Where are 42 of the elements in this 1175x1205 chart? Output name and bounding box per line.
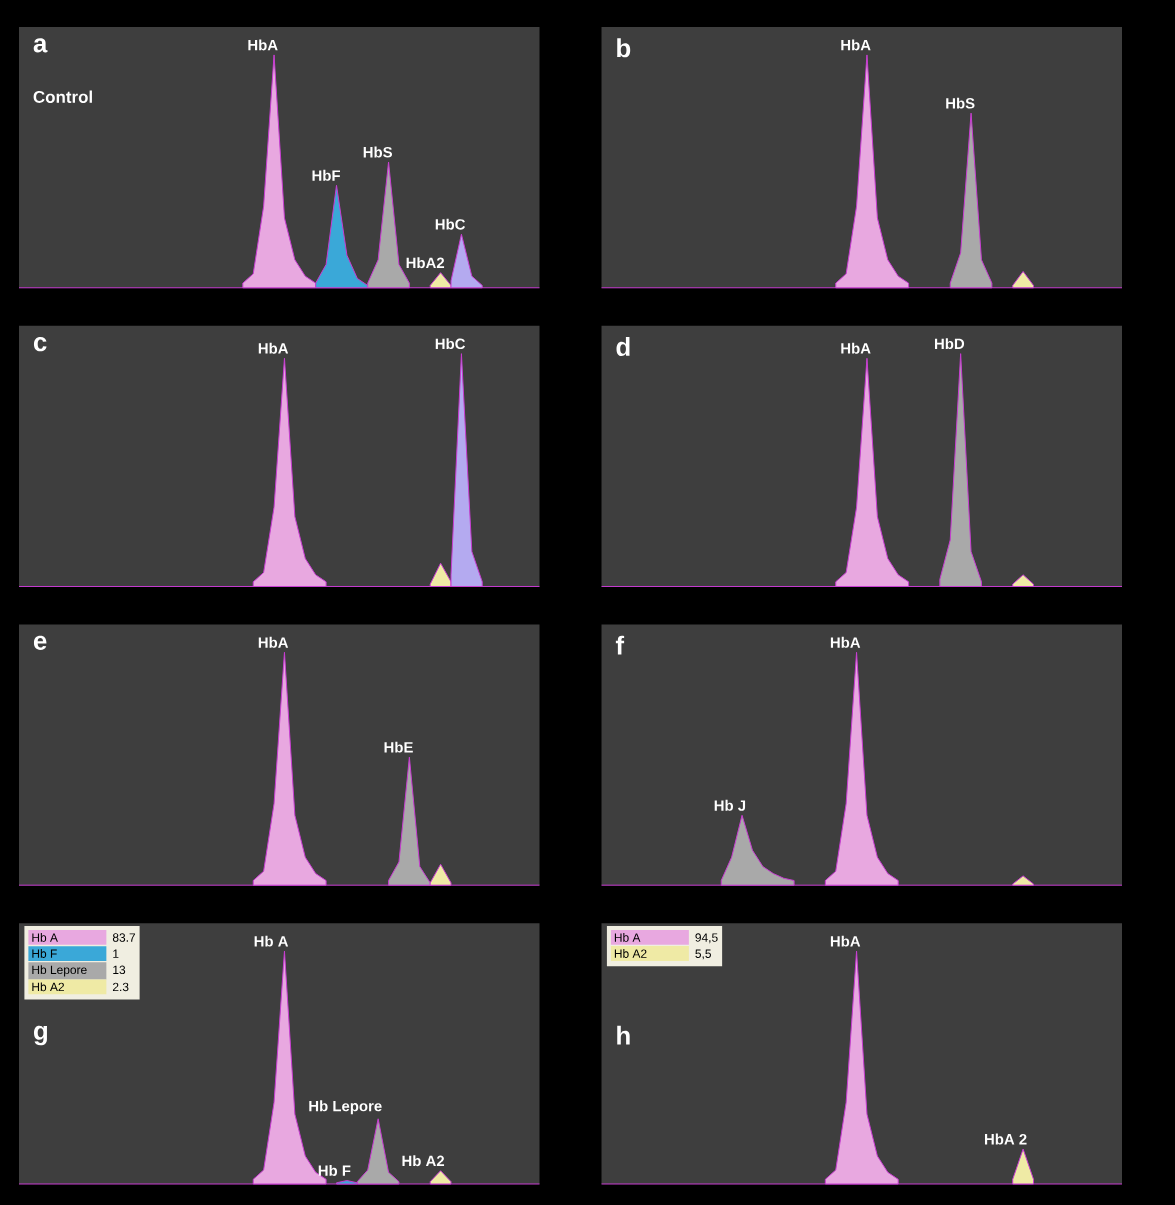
series-label: HbS bbox=[946, 97, 975, 109]
series-label: HbD bbox=[934, 338, 965, 350]
text: h bbox=[617, 1025, 630, 1045]
series-label: HbS bbox=[363, 146, 393, 158]
series-label: HbC bbox=[435, 218, 466, 230]
chart-title: b bbox=[617, 38, 631, 58]
chart-title: f bbox=[615, 635, 625, 655]
text: Hb A bbox=[614, 932, 641, 942]
chart-title: d bbox=[616, 337, 630, 357]
annotation: 2.3 bbox=[112, 982, 129, 992]
series-label: HbA bbox=[830, 636, 861, 648]
series-label: HbF bbox=[312, 169, 341, 181]
chart-title: c bbox=[33, 337, 47, 352]
annotation: 1 bbox=[113, 949, 119, 958]
text: HbA bbox=[830, 935, 861, 947]
text: 94,5 bbox=[695, 933, 718, 944]
annotation: Hb Lepore bbox=[309, 1100, 382, 1115]
annotation: Hb A2 bbox=[402, 1155, 445, 1167]
series-label: HbA2 bbox=[406, 257, 445, 269]
text: Control bbox=[33, 90, 92, 103]
annotation: 5,5 bbox=[695, 949, 711, 960]
series-label: HbC bbox=[435, 338, 466, 350]
text: Hb A bbox=[254, 935, 289, 947]
series-label: HbA bbox=[258, 342, 289, 354]
text: 83.7 bbox=[112, 933, 136, 942]
annotation: HbA 2 bbox=[984, 1133, 1027, 1145]
text: Hb A2 bbox=[614, 949, 647, 958]
series-label: HbA bbox=[841, 342, 871, 354]
series-label: HbA bbox=[258, 636, 289, 648]
series-label: HbA bbox=[841, 39, 871, 51]
annotation: Hb F bbox=[318, 1165, 351, 1176]
series-label: HbE bbox=[384, 741, 413, 753]
chart-title: e bbox=[33, 635, 47, 650]
text: g bbox=[33, 1025, 48, 1046]
text: Hb A bbox=[32, 932, 58, 942]
annotation: 13 bbox=[113, 965, 126, 975]
text: Hb F bbox=[32, 949, 57, 958]
text: Hb A2 bbox=[32, 982, 64, 992]
chart-title: a bbox=[33, 38, 48, 53]
series-label: Hb J bbox=[714, 799, 746, 811]
series-label: HbA bbox=[248, 39, 278, 51]
text: Hb Lepore bbox=[32, 965, 87, 977]
